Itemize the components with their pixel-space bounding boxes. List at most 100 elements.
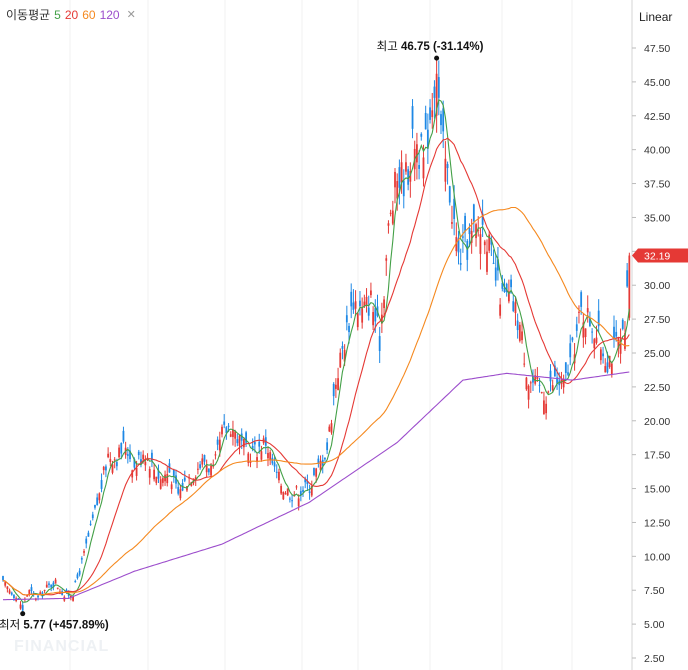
candle[interactable] (201, 453, 204, 468)
candle[interactable] (580, 290, 583, 315)
candle[interactable] (52, 580, 55, 591)
candle[interactable] (383, 296, 385, 317)
candle[interactable] (457, 230, 460, 265)
candle[interactable] (205, 459, 208, 478)
candle[interactable] (170, 481, 173, 494)
candle[interactable] (459, 248, 462, 271)
candle[interactable] (440, 110, 442, 135)
candle[interactable] (288, 496, 291, 503)
candle[interactable] (540, 391, 543, 394)
candle[interactable] (273, 456, 276, 472)
candle[interactable] (391, 200, 394, 226)
candle[interactable] (551, 379, 554, 392)
candle[interactable] (199, 460, 201, 470)
candle[interactable] (56, 587, 59, 590)
candle[interactable] (80, 556, 83, 564)
candle[interactable] (437, 60, 440, 116)
candle[interactable] (181, 479, 184, 492)
candle[interactable] (260, 445, 263, 462)
candle[interactable] (326, 438, 329, 455)
candle[interactable] (613, 315, 615, 348)
candle[interactable] (462, 224, 464, 253)
candle[interactable] (477, 216, 480, 237)
legend-close-icon[interactable]: ✕ (126, 9, 136, 21)
candle[interactable] (223, 414, 226, 429)
candle[interactable] (481, 199, 484, 237)
candle[interactable] (339, 348, 342, 369)
candle[interactable] (328, 424, 331, 433)
candle[interactable] (448, 185, 451, 206)
candle[interactable] (183, 470, 186, 483)
candle[interactable] (359, 291, 361, 316)
candle[interactable] (54, 577, 57, 584)
candle[interactable] (100, 473, 103, 493)
candle[interactable] (499, 298, 502, 319)
candle[interactable] (597, 299, 600, 332)
candle[interactable] (464, 212, 466, 243)
candle[interactable] (525, 376, 528, 391)
candle[interactable] (529, 380, 532, 393)
candle[interactable] (405, 153, 407, 175)
candle[interactable] (516, 313, 519, 339)
candle[interactable] (313, 467, 315, 477)
candle[interactable] (619, 328, 622, 364)
candle[interactable] (578, 305, 580, 324)
candle[interactable] (418, 150, 420, 180)
candle[interactable] (161, 476, 164, 487)
candle[interactable] (389, 209, 392, 217)
candle[interactable] (426, 113, 429, 164)
candle[interactable] (367, 295, 370, 321)
candle[interactable] (76, 572, 79, 580)
candle[interactable] (352, 289, 355, 314)
candle[interactable] (280, 483, 283, 495)
candle[interactable] (479, 228, 482, 270)
candle[interactable] (122, 426, 125, 444)
candle[interactable] (94, 504, 96, 510)
candle[interactable] (302, 486, 304, 497)
candle[interactable] (212, 459, 215, 469)
candle[interactable] (37, 594, 39, 601)
candle[interactable] (536, 367, 539, 382)
candle[interactable] (282, 491, 285, 501)
candle[interactable] (236, 433, 239, 447)
candle[interactable] (372, 306, 375, 331)
candle[interactable] (337, 367, 339, 391)
candle[interactable] (560, 371, 563, 390)
candle[interactable] (98, 492, 101, 504)
candle[interactable] (50, 584, 53, 592)
candle[interactable] (567, 364, 569, 377)
candle[interactable] (8, 588, 11, 595)
candle[interactable] (582, 313, 585, 348)
candle[interactable] (599, 347, 602, 365)
candle[interactable] (512, 295, 515, 313)
candle[interactable] (387, 220, 390, 234)
candle[interactable] (249, 453, 252, 468)
candle[interactable] (164, 470, 166, 486)
candle[interactable] (159, 476, 162, 490)
candle[interactable] (278, 468, 280, 484)
candle[interactable] (137, 449, 140, 460)
candle[interactable] (497, 246, 499, 281)
candle[interactable] (562, 374, 565, 394)
candle[interactable] (310, 480, 313, 498)
candle[interactable] (486, 239, 488, 275)
candle[interactable] (385, 254, 388, 276)
candle[interactable] (451, 205, 453, 229)
candle[interactable] (472, 203, 475, 233)
candle[interactable] (545, 396, 548, 420)
candle[interactable] (356, 312, 359, 331)
candle[interactable] (575, 316, 578, 338)
candle[interactable] (19, 601, 22, 610)
candle[interactable] (626, 262, 629, 288)
candle[interactable] (284, 491, 287, 495)
candle[interactable] (523, 352, 526, 368)
candle[interactable] (444, 141, 447, 192)
candle[interactable] (151, 449, 153, 468)
candle[interactable] (168, 458, 171, 473)
candle[interactable] (547, 390, 550, 394)
candle[interactable] (188, 473, 191, 485)
candle[interactable] (295, 485, 298, 490)
candle[interactable] (91, 511, 94, 521)
candle[interactable] (291, 494, 293, 508)
